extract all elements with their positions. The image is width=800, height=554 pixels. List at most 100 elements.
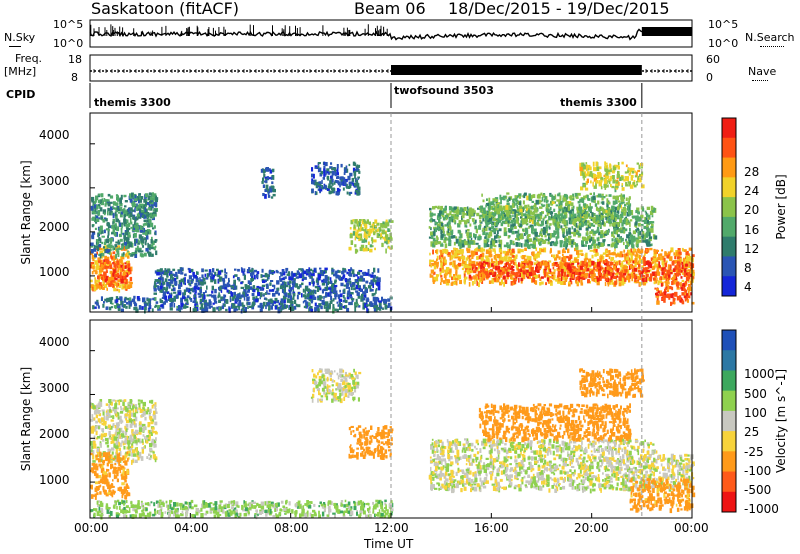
power-cell [331,189,334,194]
power-cell [556,263,560,267]
power-cell [654,263,657,268]
power-cell [592,181,594,187]
power-cell [559,266,563,270]
power-cell [601,193,604,196]
power-cell [616,184,619,189]
power-cell [482,265,485,269]
power-cell [634,170,637,174]
power-cell [649,228,652,233]
power-cell [113,305,116,309]
power-cell [371,238,374,244]
power-cell [505,268,508,272]
power-cell [263,301,266,307]
power-cell [467,255,471,259]
power-cell [492,227,496,233]
power-cell [473,275,476,280]
power-cell [515,238,518,241]
power-cell [468,262,472,266]
power-cell [445,280,450,286]
power-cell [309,306,313,311]
power-cell [600,214,603,220]
power-cell [628,212,632,216]
power-cell [631,215,636,219]
power-cell [513,223,516,228]
power-cell [604,161,606,166]
freq-ticks [93,69,689,73]
power-cell [562,254,564,256]
power-cell [528,261,533,264]
power-cell [466,264,471,269]
power-cell [623,272,627,276]
power-cell [619,273,623,277]
power-cell [387,302,391,307]
power-cell [563,271,567,277]
power-cell [336,191,340,196]
power-cell [602,239,606,243]
power-cell [517,222,520,227]
power-cell [516,204,519,209]
power-cell [500,266,503,270]
power-cell [654,261,657,264]
power-cell [604,210,608,214]
power-cell [384,231,387,235]
power-cell [385,222,389,227]
power-cell [539,215,543,220]
power-cell [596,265,600,270]
power-cell [453,255,457,259]
power-cell [134,218,137,223]
power-cell [531,219,534,225]
power-cell [628,209,632,212]
power-cell [611,232,614,237]
power-cell [204,307,208,312]
power-cell [597,220,600,223]
power-cell [573,228,576,234]
power-cell [533,239,536,242]
power-cell [454,210,457,214]
power-cell [612,231,615,234]
power-cell [430,243,432,247]
power-cell [151,308,154,312]
power-cell [97,257,101,263]
power-cell [100,216,103,220]
power-cell [551,216,555,221]
power-cell [572,274,575,279]
power-cell [521,217,523,221]
power-cell [107,207,110,212]
power-cell [127,254,130,259]
power-cell [336,176,339,179]
power-cell [315,183,319,189]
power-cell [532,219,536,223]
power-cell [641,229,643,232]
power-cell [553,216,556,220]
power-cell [586,238,589,241]
power-cell [209,305,213,308]
power-cell [667,281,670,285]
power-cell [468,282,471,287]
power-cell [127,271,131,275]
power-cell [508,263,511,268]
power-cell [119,247,123,250]
power-cell [497,269,500,273]
power-cell [122,276,126,279]
power-cell [617,162,620,167]
power-cell [204,299,207,303]
power-cell [98,204,101,209]
power-cell [685,276,690,282]
power-cbar-tick-4: 4 [744,280,752,294]
power-cell [623,211,626,216]
power-cell [614,217,617,222]
power-cell [682,283,684,287]
power-cell [91,254,94,260]
power-cell [541,221,545,226]
power-cell [685,253,688,258]
power-cell [354,219,358,224]
power-cell [621,208,624,213]
power-cell [662,296,665,300]
power-cell [595,249,598,253]
power-cell [489,253,493,258]
power-cell [378,302,382,307]
power-cell [575,223,578,228]
power-cell [361,239,365,243]
power-cell [591,254,594,259]
power-cell [118,285,121,288]
